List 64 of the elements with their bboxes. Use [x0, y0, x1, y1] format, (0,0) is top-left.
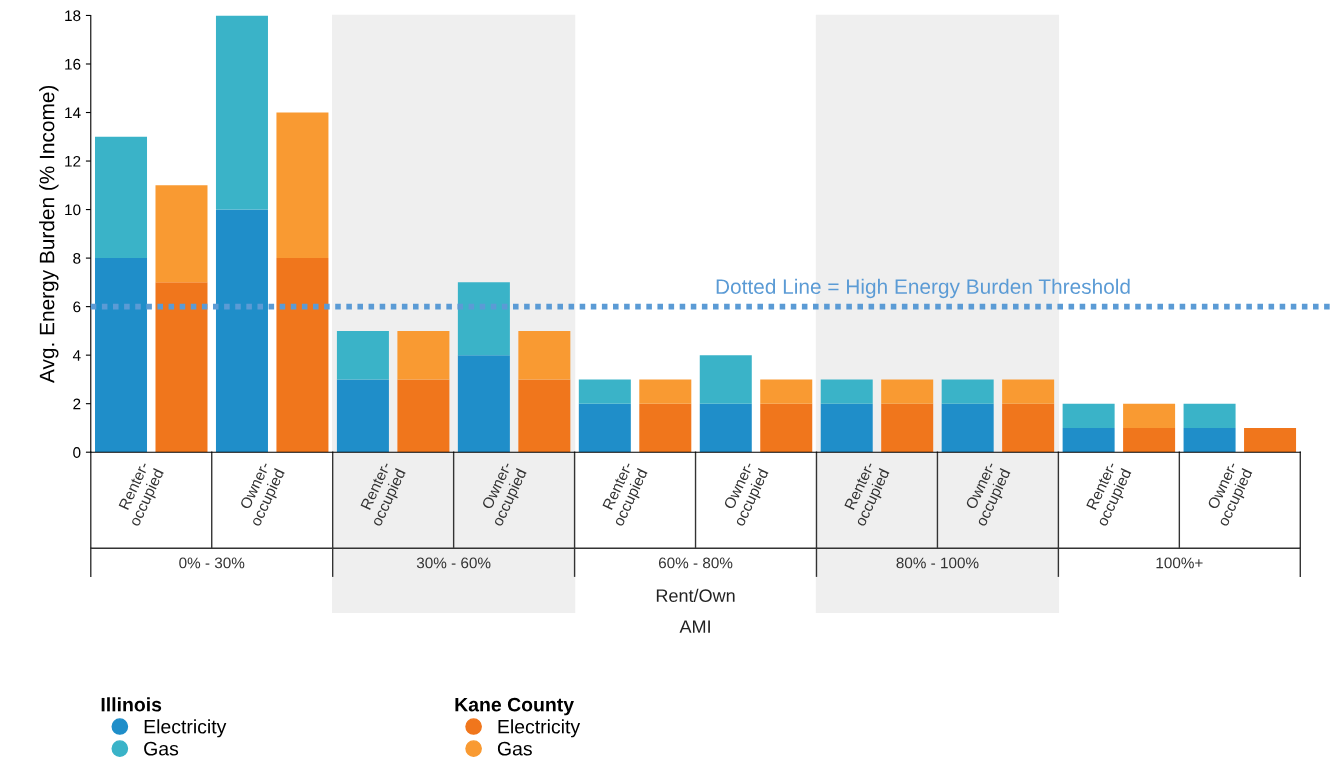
bar — [336, 379, 389, 453]
legend-label: Electricity — [144, 719, 227, 738]
bar — [336, 330, 389, 380]
bar — [457, 355, 510, 453]
bar — [155, 185, 208, 283]
bar — [518, 379, 571, 453]
bar — [215, 15, 268, 210]
bar — [1002, 403, 1055, 453]
bar — [276, 112, 329, 259]
bar — [639, 379, 692, 404]
bar — [1183, 403, 1236, 428]
bar — [397, 379, 450, 453]
bar — [518, 330, 571, 380]
bar — [639, 403, 692, 453]
bar — [881, 403, 934, 453]
bar — [820, 403, 873, 453]
y-tick-label: 10 — [65, 204, 81, 216]
ref-line-label: Dotted Line = High Energy Burden Threshold — [716, 278, 1130, 299]
legend-label: Gas — [497, 741, 532, 756]
text: 0% - 30% — [179, 557, 245, 569]
bar — [1062, 403, 1115, 428]
y-tick-label: 14 — [65, 107, 81, 119]
legend-label: Electricity — [498, 719, 581, 738]
bar — [1244, 427, 1297, 453]
bar — [699, 403, 752, 453]
bar — [1123, 403, 1176, 428]
bar — [397, 330, 450, 380]
y-tick-label: 2 — [73, 398, 81, 410]
bar — [760, 379, 813, 404]
bar — [578, 403, 631, 453]
bar — [760, 403, 813, 453]
bar — [578, 379, 631, 404]
y-axis-title: Avg. Energy Burden (% Income) — [39, 85, 59, 383]
bar — [95, 258, 148, 453]
bar — [155, 282, 208, 453]
bar — [881, 379, 934, 404]
text: 30% - 60% — [416, 557, 491, 569]
bar — [1002, 379, 1055, 404]
bar — [215, 209, 268, 453]
bar — [95, 136, 148, 259]
y-tick-label: 12 — [65, 155, 81, 167]
bar — [276, 258, 329, 453]
text: Kane County — [455, 697, 574, 716]
legend-label: Gas — [144, 741, 179, 756]
y-tick-label: 8 — [73, 252, 81, 264]
text: 100%+ — [1156, 557, 1203, 569]
y-tick-label: 0 — [73, 447, 81, 458]
bar — [699, 355, 752, 404]
bar — [1062, 427, 1115, 453]
bar — [457, 282, 510, 356]
text: 60% - 80% — [658, 557, 733, 569]
bar — [1183, 427, 1236, 453]
text: Illinois — [101, 697, 162, 712]
x-axis-title: Rent/Own — [656, 588, 735, 603]
text: AMI — [679, 620, 710, 633]
bar — [941, 403, 994, 453]
bar — [941, 379, 994, 404]
y-tick-label: 6 — [73, 301, 81, 313]
bar — [820, 379, 873, 404]
bar — [1123, 427, 1176, 453]
y-tick-label: 16 — [65, 58, 81, 70]
text: 80% - 100% — [896, 557, 979, 569]
y-tick-label: 18 — [65, 10, 81, 22]
y-tick-label: 4 — [72, 350, 81, 361]
